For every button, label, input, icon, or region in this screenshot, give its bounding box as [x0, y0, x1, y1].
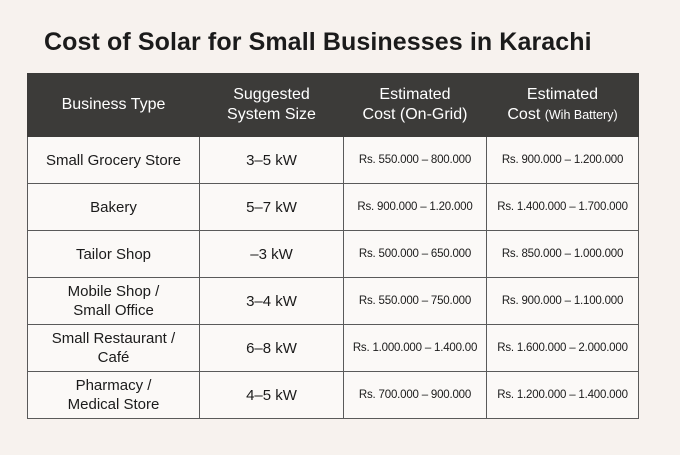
battery-cost-cell: Rs. 1.200.000 – 1.400.000: [486, 371, 639, 419]
battery-cost-cell: Rs. 900.000 – 1.200.000: [486, 136, 639, 184]
header-business-type: Business Type: [27, 73, 200, 137]
business-type-line2: Small Office: [73, 302, 154, 319]
system-size-cell: 3–4 kW: [199, 277, 344, 325]
business-type-cell: Small Grocery Store: [27, 136, 200, 184]
business-type-line2: Café: [97, 349, 130, 366]
on-grid-cost-cell: Rs. 500.000 – 650.000: [343, 230, 487, 278]
header-system-size-line1: Suggested: [233, 86, 310, 103]
business-type-cell: Small Restaurant / Café: [27, 324, 200, 372]
on-grid-cost-cell: Rs. 900.000 – 1.20.000: [343, 183, 487, 231]
system-size-cell: –3 kW: [199, 230, 344, 278]
business-type-cell: Bakery: [27, 183, 200, 231]
on-grid-cost-cell: Rs. 1.000.000 – 1.400.00: [343, 324, 487, 372]
business-type-cell: Pharmacy / Medical Store: [27, 371, 200, 419]
solar-cost-table: Business Type Suggested System Size Esti…: [27, 73, 639, 419]
battery-cost-cell: Rs. 850.000 – 1.000.000: [486, 230, 639, 278]
system-size-cell: 5–7 kW: [199, 183, 344, 231]
table-row: Small Restaurant / Café 6–8 kW Rs. 1.000…: [27, 324, 639, 372]
header-business-type-label: Business Type: [61, 96, 166, 113]
table-row: Tailor Shop –3 kW Rs. 500.000 – 650.000 …: [27, 230, 639, 278]
on-grid-cost-cell: Rs. 550.000 – 800.000: [343, 136, 487, 184]
header-battery-line2b: (Wih Battery): [544, 108, 618, 122]
header-system-size: Suggested System Size: [199, 73, 344, 137]
business-type-line1: Pharmacy /: [75, 377, 152, 394]
business-type-cell: Tailor Shop: [27, 230, 200, 278]
on-grid-cost-cell: Rs. 550.000 – 750.000: [343, 277, 487, 325]
table-header-row: Business Type Suggested System Size Esti…: [27, 73, 639, 137]
table-row: Bakery 5–7 kW Rs. 900.000 – 1.20.000 Rs.…: [27, 183, 639, 231]
header-on-grid-line2: Cost (On-Grid): [362, 106, 468, 123]
on-grid-cost-cell: Rs. 700.000 – 900.000: [343, 371, 487, 419]
business-type-line2: Medical Store: [67, 396, 160, 413]
business-type-line1: Tailor Shop: [75, 245, 152, 263]
header-battery-line2a: Cost: [507, 106, 545, 123]
system-size-cell: 6–8 kW: [199, 324, 344, 372]
table-row: Pharmacy / Medical Store 4–5 kW Rs. 700.…: [27, 371, 639, 419]
business-type-line1: Small Restaurant /: [51, 330, 176, 347]
battery-cost-cell: Rs. 900.000 – 1.100.000: [486, 277, 639, 325]
header-on-grid-cost: Estimated Cost (On-Grid): [343, 73, 487, 137]
page-title: Cost of Solar for Small Businesses in Ka…: [44, 28, 592, 56]
header-battery-cost: Estimated Cost (Wih Battery): [486, 73, 639, 137]
table-row: Mobile Shop / Small Office 3–4 kW Rs. 55…: [27, 277, 639, 325]
business-type-cell: Mobile Shop / Small Office: [27, 277, 200, 325]
battery-cost-cell: Rs. 1.400.000 – 1.700.000: [486, 183, 639, 231]
table-row: Small Grocery Store 3–5 kW Rs. 550.000 –…: [27, 136, 639, 184]
business-type-line1: Mobile Shop /: [67, 283, 160, 300]
header-battery-line1: Estimated: [526, 86, 599, 103]
system-size-cell: 4–5 kW: [199, 371, 344, 419]
header-on-grid-line1: Estimated: [379, 86, 451, 103]
header-system-size-line2: System Size: [227, 106, 316, 123]
system-size-cell: 3–5 kW: [199, 136, 344, 184]
business-type-line1: Bakery: [90, 198, 137, 216]
battery-cost-cell: Rs. 1.600.000 – 2.000.000: [486, 324, 639, 372]
business-type-line1: Small Grocery Store: [45, 151, 182, 169]
